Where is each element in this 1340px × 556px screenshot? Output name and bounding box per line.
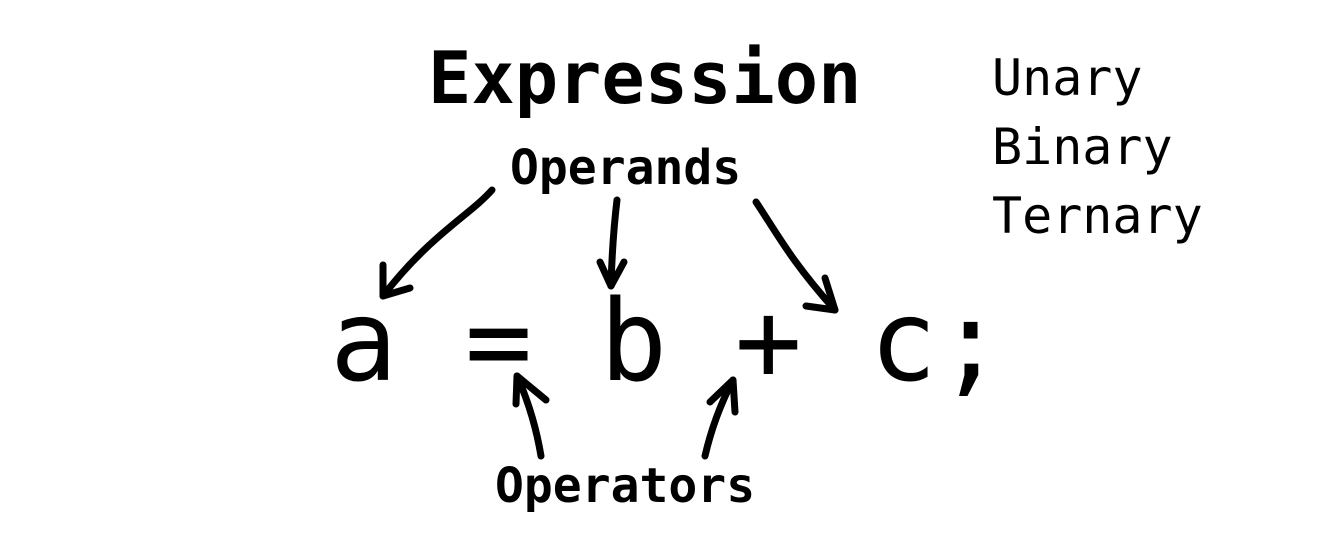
operator-type-unary: Unary — [992, 49, 1143, 107]
operands-label: Operands — [510, 140, 742, 196]
operand-a: a — [330, 277, 398, 407]
operand-b: b — [599, 277, 668, 407]
operator-type-binary: Binary — [992, 118, 1173, 176]
expression-statement: a = b + c; — [330, 282, 1004, 402]
operator-types-list: Unary Binary Ternary — [992, 44, 1203, 251]
diagram-title: Expression — [428, 36, 862, 120]
arrow-to-operand-b — [596, 196, 628, 290]
operator-assign: = — [464, 277, 533, 407]
operand-c: c — [869, 277, 937, 407]
operators-label: Operators — [495, 458, 756, 514]
operator-type-ternary: Ternary — [992, 187, 1203, 245]
arrow-shaft — [607, 196, 621, 290]
operator-plus: + — [734, 277, 803, 407]
statement-terminator: ; — [936, 277, 1005, 407]
